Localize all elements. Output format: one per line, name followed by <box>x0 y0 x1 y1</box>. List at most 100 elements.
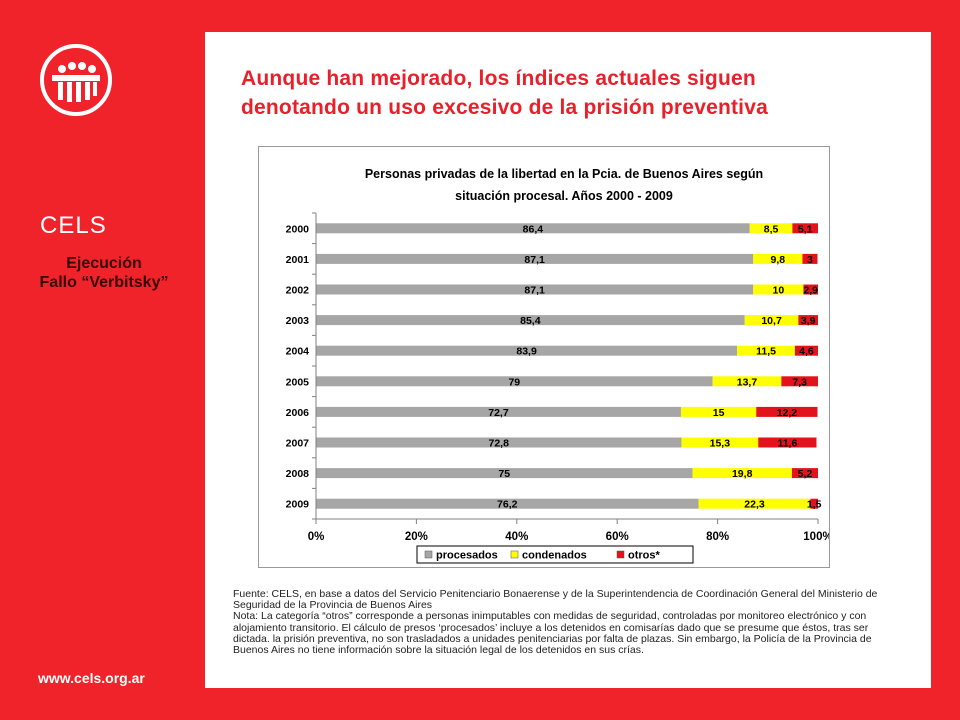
legend-swatch-procesados <box>424 550 433 559</box>
data-label-otros: 1,5 <box>807 499 822 511</box>
data-label-condenados: 10,7 <box>761 315 782 327</box>
data-label-procesados: 86,4 <box>523 223 544 235</box>
bar-otros <box>810 498 818 509</box>
y-tick-label: 2006 <box>286 407 310 419</box>
chart-container: Personas privadas de la libertad en la P… <box>258 146 830 568</box>
data-label-procesados: 83,9 <box>516 346 537 358</box>
bar-otros <box>791 468 818 479</box>
data-label-otros: 2,9 <box>803 285 818 297</box>
chart-title-line-1: Personas privadas de la libertad en la P… <box>365 167 763 181</box>
website-link[interactable]: www.cels.org.ar <box>38 670 145 686</box>
data-label-condenados: 11,5 <box>756 346 776 358</box>
bar-otros <box>803 284 818 295</box>
data-label-otros: 4,6 <box>799 346 814 358</box>
bar-condenados <box>737 345 795 356</box>
data-label-otros: 3,9 <box>801 315 816 327</box>
bar-otros <box>794 345 818 356</box>
x-tick-label: 0% <box>308 531 325 543</box>
data-label-condenados: 15,3 <box>710 438 731 450</box>
x-tick-label: 80% <box>706 531 729 543</box>
legend-label-procesados: procesados <box>436 550 498 562</box>
data-label-otros: 5,1 <box>798 223 813 235</box>
bar-condenados <box>681 437 759 448</box>
subtitle-line-1: Ejecución <box>66 255 142 272</box>
bar-procesados <box>316 376 713 387</box>
data-label-otros: 11,6 <box>777 438 797 450</box>
data-label-procesados: 79 <box>508 376 520 388</box>
bar-condenados <box>753 284 804 295</box>
bar-procesados <box>316 315 745 326</box>
brand-name: CELS <box>40 212 107 239</box>
bar-condenados <box>712 376 782 387</box>
bar-otros <box>802 253 818 264</box>
chart-legend: procesados condenados otros* <box>416 545 694 564</box>
content-panel: Aunque han mejorado, los índices actuale… <box>205 32 931 688</box>
y-tick-label: 2004 <box>286 346 310 358</box>
category-note: Nota: La categoría “otros” corresponde a… <box>233 610 872 657</box>
y-tick-label: 2005 <box>286 376 310 388</box>
data-label-procesados: 87,1 <box>524 254 545 266</box>
x-tick-label: 20% <box>405 531 428 543</box>
bar-otros <box>798 315 818 326</box>
bar-condenados <box>753 253 803 264</box>
chart-title-line-2: situación procesal. Años 2000 - 2009 <box>455 189 673 203</box>
bar-procesados <box>316 253 754 264</box>
bar-procesados <box>316 468 693 479</box>
data-label-condenados: 10 <box>772 285 784 297</box>
bar-procesados <box>316 284 754 295</box>
x-tick-label: 60% <box>606 531 629 543</box>
y-tick-label: 2008 <box>286 468 310 480</box>
x-tick-label: 100% <box>803 531 829 543</box>
legend-swatch-condenados <box>510 550 519 559</box>
bar-procesados <box>316 498 699 509</box>
legend-label-otros: otros* <box>628 550 661 562</box>
data-label-condenados: 19,8 <box>732 468 753 480</box>
legend-frame <box>416 545 694 564</box>
bar-condenados <box>749 223 793 234</box>
x-tick-label: 40% <box>505 531 528 543</box>
data-label-condenados: 8,5 <box>764 223 779 235</box>
y-tick-label: 2000 <box>286 223 310 235</box>
data-label-procesados: 72,8 <box>489 438 510 450</box>
bar-otros <box>781 376 818 387</box>
data-label-condenados: 22,3 <box>744 499 765 511</box>
source-note: Fuente: CELS, en base a datos del Servic… <box>233 588 878 612</box>
bar-condenados <box>744 315 799 326</box>
y-tick-label: 2001 <box>286 254 310 266</box>
subtitle-line-2: Fallo “Verbitsky” <box>39 274 169 291</box>
footnotes: Fuente: CELS, en base a datos del Servic… <box>233 588 897 657</box>
data-label-otros: 5,2 <box>798 468 813 480</box>
data-label-condenados: 9,8 <box>771 254 786 266</box>
bar-condenados <box>680 406 757 417</box>
data-label-procesados: 87,1 <box>524 285 545 297</box>
data-label-otros: 3 <box>807 254 813 266</box>
bar-procesados <box>316 437 682 448</box>
sidebar-subtitle: Ejecución Fallo “Verbitsky” <box>14 254 194 292</box>
bar-procesados <box>316 345 738 356</box>
data-label-otros: 12,2 <box>777 407 798 419</box>
bar-procesados <box>316 223 750 234</box>
bar-procesados <box>316 406 681 417</box>
bar-condenados <box>698 498 811 509</box>
title-line-2: denotando un uso excesivo de la prisión … <box>241 96 768 119</box>
stacked-bar-chart: Personas privadas de la libertad en la P… <box>286 167 829 564</box>
data-label-condenados: 15 <box>713 407 725 419</box>
data-label-procesados: 75 <box>498 468 510 480</box>
data-label-otros: 7,3 <box>792 376 807 388</box>
legend-swatch-otros <box>616 550 625 559</box>
bar-otros <box>792 223 818 234</box>
data-label-condenados: 13,7 <box>737 376 758 388</box>
cels-logo-icon <box>40 44 112 116</box>
y-tick-label: 2002 <box>286 285 310 297</box>
data-label-procesados: 85,4 <box>520 315 541 327</box>
data-label-procesados: 72,7 <box>488 407 509 419</box>
legend-label-condenados: condenados <box>522 550 587 562</box>
y-tick-label: 2003 <box>286 315 310 327</box>
page-title: Aunque han mejorado, los índices actuale… <box>241 64 921 122</box>
data-label-procesados: 76,2 <box>497 499 518 511</box>
bar-otros <box>756 406 818 417</box>
bar-otros <box>758 437 817 448</box>
bar-condenados <box>692 468 792 479</box>
y-tick-label: 2007 <box>286 438 310 450</box>
title-line-1: Aunque han mejorado, los índices actuale… <box>241 67 756 90</box>
